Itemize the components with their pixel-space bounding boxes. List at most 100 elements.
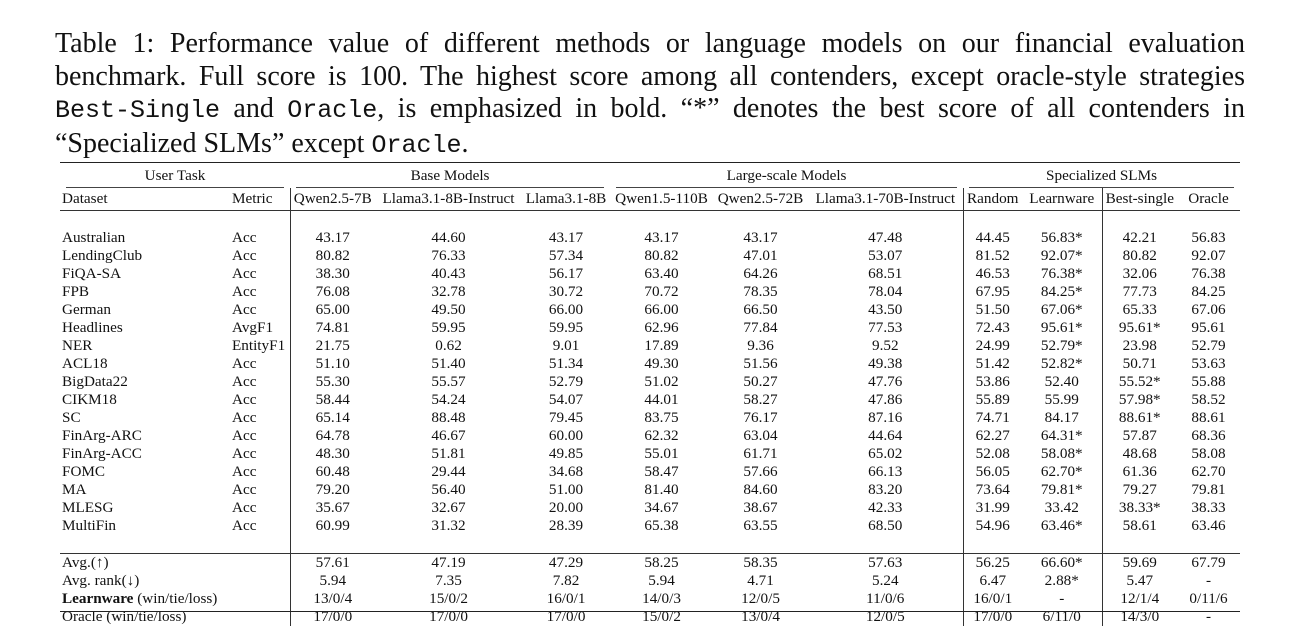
table-row: Australian Acc 43.17 44.60 43.17 43.17 43.17 47…	[60, 229, 1240, 247]
cell-value: 59.95	[431, 319, 466, 336]
table-row: MLESG Acc 35.67 32.67 20.00 34.67 38.67 42.33 31…	[60, 499, 1240, 517]
cell-value: 49.30	[644, 355, 679, 372]
cell-metric: Acc	[232, 517, 257, 534]
cell-value: 38.30	[289, 265, 376, 283]
group-user-task: User Task	[60, 166, 290, 188]
cell-metric: Acc	[232, 427, 257, 444]
cell-value: 30.72	[548, 283, 584, 300]
cell-value: 28.39	[548, 517, 584, 534]
cell-dataset: ACL18	[62, 355, 108, 372]
cell-value: 84.17	[1044, 409, 1079, 426]
column-header-row: Dataset Metric Qwen2.5-7B Llama3.1-8B-In…	[60, 188, 1241, 211]
cell-dataset: Australian	[62, 229, 126, 246]
cell-value: 34.68	[548, 463, 584, 480]
cell-value: 77.84	[743, 319, 778, 336]
cell-value: 34.67	[644, 499, 679, 516]
cell-metric: AvgF1	[232, 319, 274, 336]
cell-dataset: LendingClub	[62, 247, 143, 264]
summary-row: Avg.(↑) 57.61 47.19 47.29 58.25 58.35 57.63 56.…	[60, 553, 1241, 572]
cell-value: 54.96	[962, 517, 1023, 535]
cell-value: 81.52	[962, 247, 1023, 265]
summary-body: Avg.(↑) 57.61 47.19 47.29 58.25 58.35 57.63 56.…	[60, 553, 1241, 626]
row-label-text: Oracle (win/tie/loss)	[62, 608, 187, 625]
cell-metric: Acc	[232, 463, 257, 480]
row-label-text: Avg. rank(↓)	[62, 572, 140, 589]
cell-value: 47.86	[868, 391, 903, 408]
cell-metric: Acc	[232, 283, 257, 300]
cell-value: 21.75	[289, 337, 376, 355]
cell-value: 67.06	[1191, 301, 1226, 318]
cell-value: 52.82*	[1040, 355, 1083, 372]
cell-dataset: FPB	[62, 283, 90, 300]
cell-value: 77.53	[868, 319, 903, 336]
spacer-row	[60, 535, 1240, 554]
cell-value: 51.34	[548, 355, 584, 372]
row-label-bold: Learnware	[62, 590, 134, 607]
results-table: User Task Base Models Large-scale Models…	[60, 166, 1241, 626]
cell-value: 77.73	[1101, 283, 1178, 301]
group-header-row: User Task Base Models Large-scale Models…	[60, 166, 1240, 188]
cell-value: 80.82	[289, 247, 376, 265]
cell-value: 83.20	[868, 481, 903, 498]
cell-value: 12/0/5	[741, 590, 780, 607]
header-llama31-8b: Llama3.1-8B	[522, 188, 611, 211]
cell-value: 57.34	[548, 247, 584, 264]
cell-value: 42.21	[1101, 229, 1178, 247]
cell-value: 17/0/0	[962, 608, 1023, 626]
cell-value: 11/0/6	[866, 590, 905, 607]
cell-value: 51.10	[289, 355, 376, 373]
header-learnware: Learnware	[1022, 188, 1103, 211]
cell-value: 56.83*	[1040, 229, 1083, 246]
cell-value: 68.51	[868, 265, 903, 282]
cell-metric: Acc	[232, 481, 257, 498]
cell-metric: Acc	[232, 265, 257, 282]
cell-value: -	[1205, 572, 1212, 589]
cell-value: 76.08	[289, 283, 376, 301]
cell-value: 7.82	[552, 572, 580, 589]
cell-value: 72.43	[962, 319, 1023, 337]
cell-value: 95.61*	[1040, 319, 1083, 336]
cell-value: 57.61	[289, 553, 376, 572]
cell-value: 95.61*	[1101, 319, 1178, 337]
cell-value: 49.50	[431, 301, 466, 318]
cell-value: 54.07	[548, 391, 584, 408]
cell-value: 6/11/0	[1042, 608, 1081, 625]
table-row: German Acc 65.00 49.50 66.00 66.00 66.50 43.50 5…	[60, 301, 1240, 319]
spacer-row	[60, 210, 1240, 229]
cell-dataset: FinArg-ARC	[62, 427, 142, 444]
cell-metric: Acc	[232, 499, 257, 516]
cell-metric: Acc	[232, 373, 257, 390]
cell-value: 68.50	[868, 517, 903, 534]
cell-value: 92.07*	[1040, 247, 1083, 264]
cell-value: 32.67	[431, 499, 466, 516]
cell-value: 47.48	[868, 229, 903, 246]
cell-value: 62.70*	[1040, 463, 1083, 480]
cell-value: 44.01	[644, 391, 679, 408]
cell-value: 83.75	[644, 409, 679, 426]
summary-row: Learnware (win/tie/loss) 13/0/4 15/0/2 16/0…	[60, 590, 1240, 608]
cell-value: 52.79*	[1040, 337, 1083, 354]
cell-value: 56.05	[962, 463, 1023, 481]
cell-value: 84.25	[1191, 283, 1226, 300]
row-label-text: Avg.(↑)	[62, 554, 109, 571]
cell-dataset: NER	[62, 337, 93, 354]
cell-value: 64.78	[289, 427, 376, 445]
cell-value: 4.71	[747, 572, 774, 589]
cell-value: 55.99	[1044, 391, 1079, 408]
cell-value: 62.96	[644, 319, 679, 336]
cell-value: 49.38	[868, 355, 903, 372]
cell-value: 79.27	[1101, 481, 1178, 499]
cell-value: 88.61*	[1101, 409, 1178, 427]
cell-value: 0/11/6	[1189, 590, 1228, 607]
cell-value: 47.01	[743, 247, 778, 264]
cell-value: 58.27	[743, 391, 778, 408]
cell-value: 7.35	[435, 572, 462, 589]
cell-value: 43.17	[743, 229, 778, 246]
cell-value: 13/0/4	[289, 590, 376, 608]
cell-value: 63.46	[1191, 517, 1226, 534]
cell-metric: Acc	[232, 355, 257, 372]
cell-value: 55.52*	[1101, 373, 1178, 391]
cell-value: 31.32	[431, 517, 466, 534]
cell-value: 61.71	[743, 445, 778, 462]
cell-value: 78.35	[743, 283, 778, 300]
